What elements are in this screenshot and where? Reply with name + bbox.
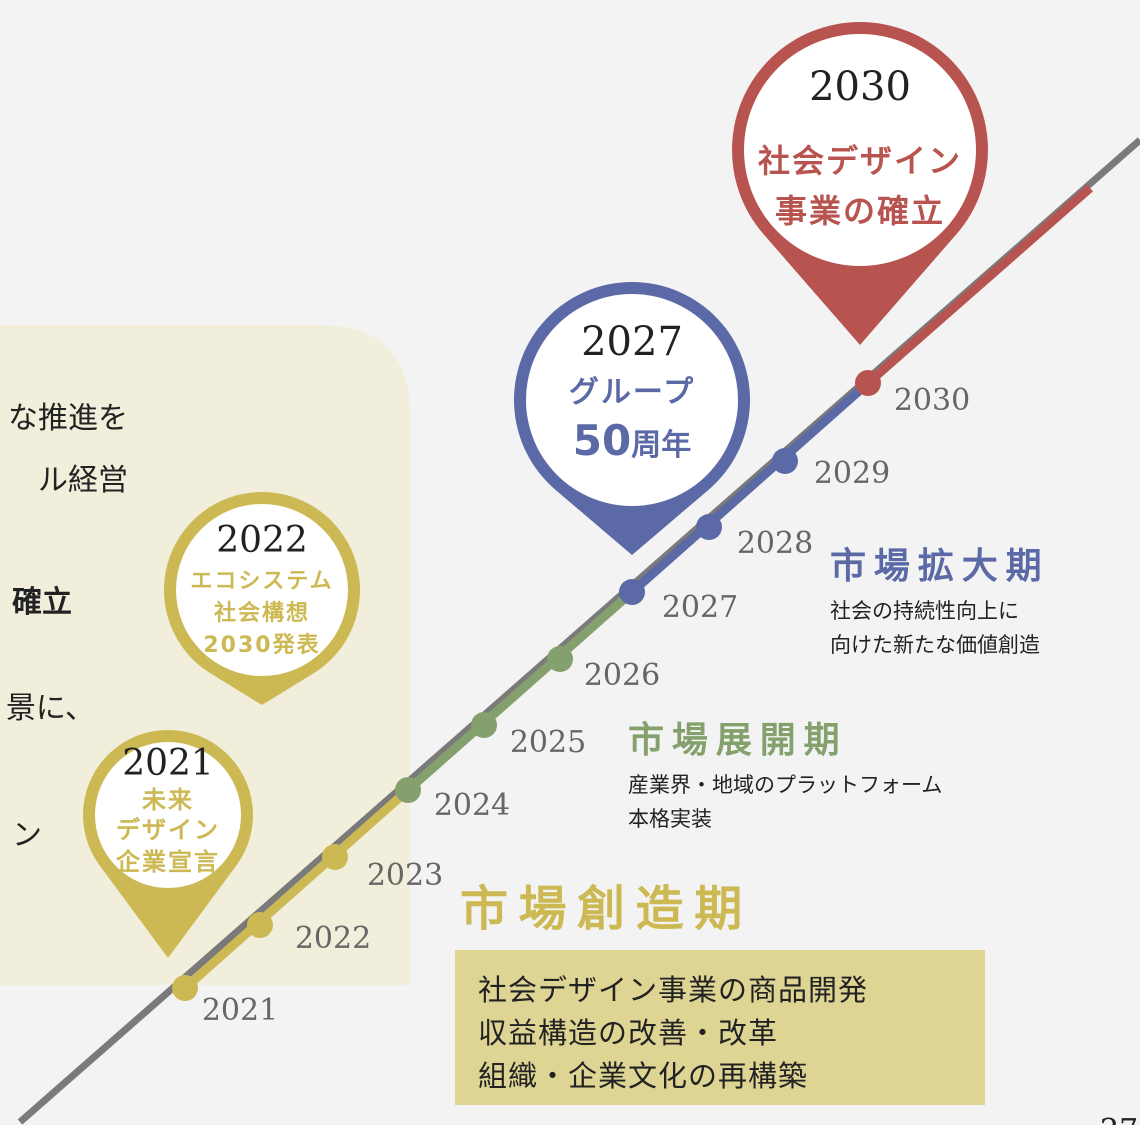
- year-label: 2023: [367, 858, 443, 893]
- phase-text: 社会デザイン事業の商品開発: [478, 973, 868, 1007]
- pin-year: 2027: [581, 319, 683, 365]
- phase-title: 市場拡大期: [830, 546, 1050, 587]
- page-number: 27: [1100, 1113, 1138, 1125]
- pin-face: [744, 34, 976, 266]
- timeline-dot: [395, 777, 421, 803]
- timeline-dot: [547, 646, 573, 672]
- left-text: ル経営: [38, 463, 128, 498]
- pin-text: 社会デザイン: [758, 142, 962, 180]
- timeline-segment: [405, 588, 635, 794]
- pin-year: 2022: [216, 520, 308, 561]
- pin-text: 事業の確立: [775, 192, 945, 230]
- pin-text: グループ: [569, 375, 695, 410]
- left-text: 景に、: [6, 691, 95, 726]
- timeline-dot: [322, 844, 348, 870]
- left-text: 確立: [12, 585, 72, 620]
- year-label: 2022: [295, 921, 371, 956]
- year-label: 2028: [737, 526, 813, 561]
- timeline-dot: [855, 370, 881, 396]
- timeline-dot: [247, 912, 273, 938]
- timeline-dot: [772, 448, 798, 474]
- phase-text: 収益構造の改善・改革: [478, 1016, 778, 1050]
- phase-text: 向けた新たな価値創造: [830, 633, 1040, 657]
- year-label: 2021: [202, 993, 278, 1028]
- phase-text: 社会の持続性向上に: [830, 599, 1019, 623]
- pin-face: [176, 504, 348, 676]
- pin-year: 2030: [809, 64, 911, 110]
- timeline-segment: [629, 379, 871, 596]
- pin-text: 50周年: [573, 416, 691, 465]
- timeline-segment: [182, 786, 411, 992]
- timeline-dot: [696, 514, 722, 540]
- phase-text: 産業界・地域のプラットフォーム: [628, 773, 942, 797]
- pin-year: 2021: [122, 743, 214, 784]
- timeline-dot: [619, 579, 645, 605]
- pin-text-part: 50: [573, 416, 631, 465]
- phase-title: 市場創造期: [460, 881, 753, 937]
- pin-face: [95, 742, 241, 888]
- year-label: 2025: [510, 725, 586, 760]
- pin-face: [526, 294, 738, 506]
- left-text: な推進を: [8, 401, 128, 436]
- pin-text-part: 周年: [631, 428, 691, 463]
- pin-text: 社会構想: [214, 600, 310, 626]
- pin-text: 未来: [142, 786, 194, 814]
- timeline-segment: [865, 184, 1093, 387]
- left-text: ン: [12, 818, 42, 853]
- phase-title: 市場展開期: [628, 720, 848, 761]
- timeline-dot: [471, 712, 497, 738]
- pin-text: エコシステム: [190, 569, 333, 594]
- year-label: 2026: [584, 658, 660, 693]
- year-label: 2029: [814, 456, 890, 491]
- phase-box: [455, 950, 985, 1105]
- phase-text: 組織・企業文化の再構築: [478, 1059, 808, 1093]
- year-label: 2030: [894, 383, 970, 418]
- pin-text: 企業宣言: [116, 848, 220, 876]
- timeline-dot: [172, 975, 198, 1001]
- phase-text: 本格実装: [628, 807, 712, 831]
- year-label: 2024: [434, 788, 510, 823]
- pin-text: 2030発表: [203, 633, 320, 658]
- pin-text: デザイン: [116, 816, 220, 844]
- year-label: 2027: [662, 590, 738, 625]
